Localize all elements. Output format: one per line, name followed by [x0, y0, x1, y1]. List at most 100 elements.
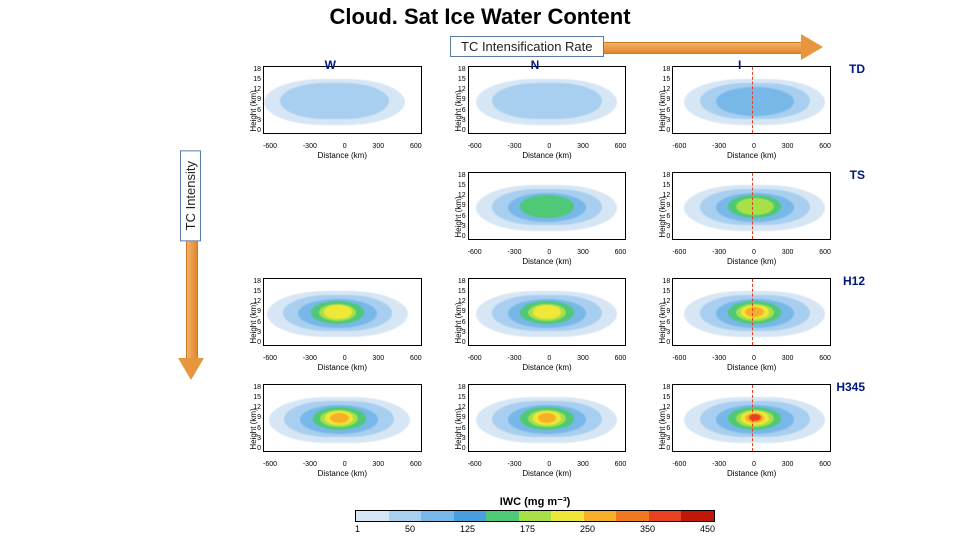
colorbar-segment	[584, 511, 617, 521]
center-vline	[752, 67, 753, 133]
colorbar-segment	[649, 511, 682, 521]
plot-area	[672, 66, 831, 134]
x-axis-label: Distance (km)	[672, 257, 831, 266]
colorbar-segment	[551, 511, 584, 521]
vertical-arrow: TC Intensity	[180, 150, 201, 379]
contour-blob	[736, 198, 774, 215]
x-axis-label: Distance (km)	[263, 363, 422, 372]
arrow-right-icon	[602, 40, 822, 54]
x-ticks: -600-3000300600	[672, 461, 831, 468]
y-axis-label: Height (km)	[659, 408, 668, 449]
x-ticks: -600-3000300600	[263, 461, 422, 468]
chart-panel: TS0369121518-600-3000300600Height (km)Di…	[644, 166, 835, 268]
x-ticks: -600-3000300600	[672, 143, 831, 150]
colorbar-tick: 450	[700, 524, 715, 534]
plot-area	[468, 172, 627, 240]
colorbar-tick: 1	[355, 524, 360, 534]
vertical-arrow-label: TC Intensity	[180, 150, 201, 241]
chart-panel: 0369121518-600-3000300600Height (km)Dist…	[235, 272, 426, 374]
y-axis-label: Height (km)	[249, 408, 258, 449]
colorbar-segment	[616, 511, 649, 521]
x-ticks: -600-3000300600	[263, 355, 422, 362]
contour-blob	[745, 307, 764, 317]
panel-grid: W0369121518-600-3000300600Height (km)Dis…	[235, 60, 835, 480]
chart-panel: 0369121518-600-3000300600Height (km)Dist…	[440, 378, 631, 480]
x-axis-label: Distance (km)	[672, 469, 831, 478]
colorbar-bar	[355, 510, 715, 522]
y-axis-label: Height (km)	[659, 196, 668, 237]
x-ticks: -600-3000300600	[672, 355, 831, 362]
x-axis-label: Distance (km)	[672, 363, 831, 372]
chart-panel	[235, 166, 426, 268]
x-ticks: -600-3000300600	[468, 249, 627, 256]
colorbar: IWC (mg m⁻³) 1 50 125 175 250 350 450	[320, 495, 750, 534]
x-axis-label: Distance (km)	[468, 151, 627, 160]
colorbar-tick: 250	[580, 524, 595, 534]
y-axis-label: Height (km)	[454, 90, 463, 131]
colorbar-segment	[356, 511, 389, 521]
horizontal-arrow-label: TC Intensification Rate	[450, 36, 604, 57]
chart-panel: 0369121518-600-3000300600Height (km)Dist…	[440, 272, 631, 374]
colorbar-segment	[454, 511, 487, 521]
y-axis-label: Height (km)	[659, 302, 668, 343]
colorbar-segment	[519, 511, 552, 521]
colorbar-tick: 350	[640, 524, 655, 534]
chart-panel: 0369121518-600-3000300600Height (km)Dist…	[235, 378, 426, 480]
x-ticks: -600-3000300600	[468, 461, 627, 468]
colorbar-segment	[486, 511, 519, 521]
chart-panel: H3450369121518-600-3000300600Height (km)…	[644, 378, 835, 480]
colorbar-segment	[389, 511, 422, 521]
x-axis-label: Distance (km)	[468, 257, 627, 266]
plot-area	[263, 278, 422, 346]
colorbar-tick: 50	[405, 524, 415, 534]
colorbar-title: IWC (mg m⁻³)	[320, 495, 750, 508]
contour-blob	[716, 87, 794, 116]
x-ticks: -600-3000300600	[672, 249, 831, 256]
y-axis-label: Height (km)	[454, 408, 463, 449]
column-header: I	[738, 58, 741, 72]
colorbar-ticks: 1 50 125 175 250 350 450	[355, 524, 715, 534]
x-ticks: -600-3000300600	[468, 143, 627, 150]
x-axis-label: Distance (km)	[468, 363, 627, 372]
plot-area	[672, 172, 831, 240]
chart-panel: W0369121518-600-3000300600Height (km)Dis…	[235, 60, 426, 162]
row-header: TD	[849, 62, 865, 76]
colorbar-segment	[681, 511, 714, 521]
contour-blob	[330, 413, 349, 423]
contour-blob	[280, 83, 390, 119]
row-header: H345	[836, 380, 865, 394]
center-vline	[752, 279, 753, 345]
y-axis-label: Height (km)	[454, 302, 463, 343]
x-axis-label: Distance (km)	[672, 151, 831, 160]
x-ticks: -600-3000300600	[263, 143, 422, 150]
chart-panel: 0369121518-600-3000300600Height (km)Dist…	[440, 166, 631, 268]
chart-panel: H120369121518-600-3000300600Height (km)D…	[644, 272, 835, 374]
chart-panel: N0369121518-600-3000300600Height (km)Dis…	[440, 60, 631, 162]
contour-blob	[520, 195, 573, 217]
y-axis-label: Height (km)	[249, 302, 258, 343]
y-axis-label: Height (km)	[249, 90, 258, 131]
x-ticks: -600-3000300600	[468, 355, 627, 362]
plot-area	[672, 278, 831, 346]
x-axis-label: Distance (km)	[468, 469, 627, 478]
page-title: Cloud. Sat Ice Water Content	[0, 4, 960, 30]
y-axis-label: Height (km)	[659, 90, 668, 131]
row-header: H12	[843, 274, 865, 288]
contour-blob	[533, 305, 561, 318]
chart-panel: ITD0369121518-600-3000300600Height (km)D…	[644, 60, 835, 162]
plot-area	[468, 278, 627, 346]
plot-area	[263, 66, 422, 134]
y-axis-label: Height (km)	[454, 196, 463, 237]
contour-blob	[324, 305, 352, 318]
contour-blob	[492, 83, 602, 119]
plot-area	[263, 384, 422, 452]
colorbar-tick: 125	[460, 524, 475, 534]
colorbar-segment	[421, 511, 454, 521]
x-axis-label: Distance (km)	[263, 151, 422, 160]
row-header: TS	[850, 168, 865, 182]
plot-area	[468, 66, 627, 134]
x-axis-label: Distance (km)	[263, 469, 422, 478]
center-vline	[752, 173, 753, 239]
horizontal-arrow: TC Intensification Rate	[450, 36, 822, 57]
colorbar-tick: 175	[520, 524, 535, 534]
